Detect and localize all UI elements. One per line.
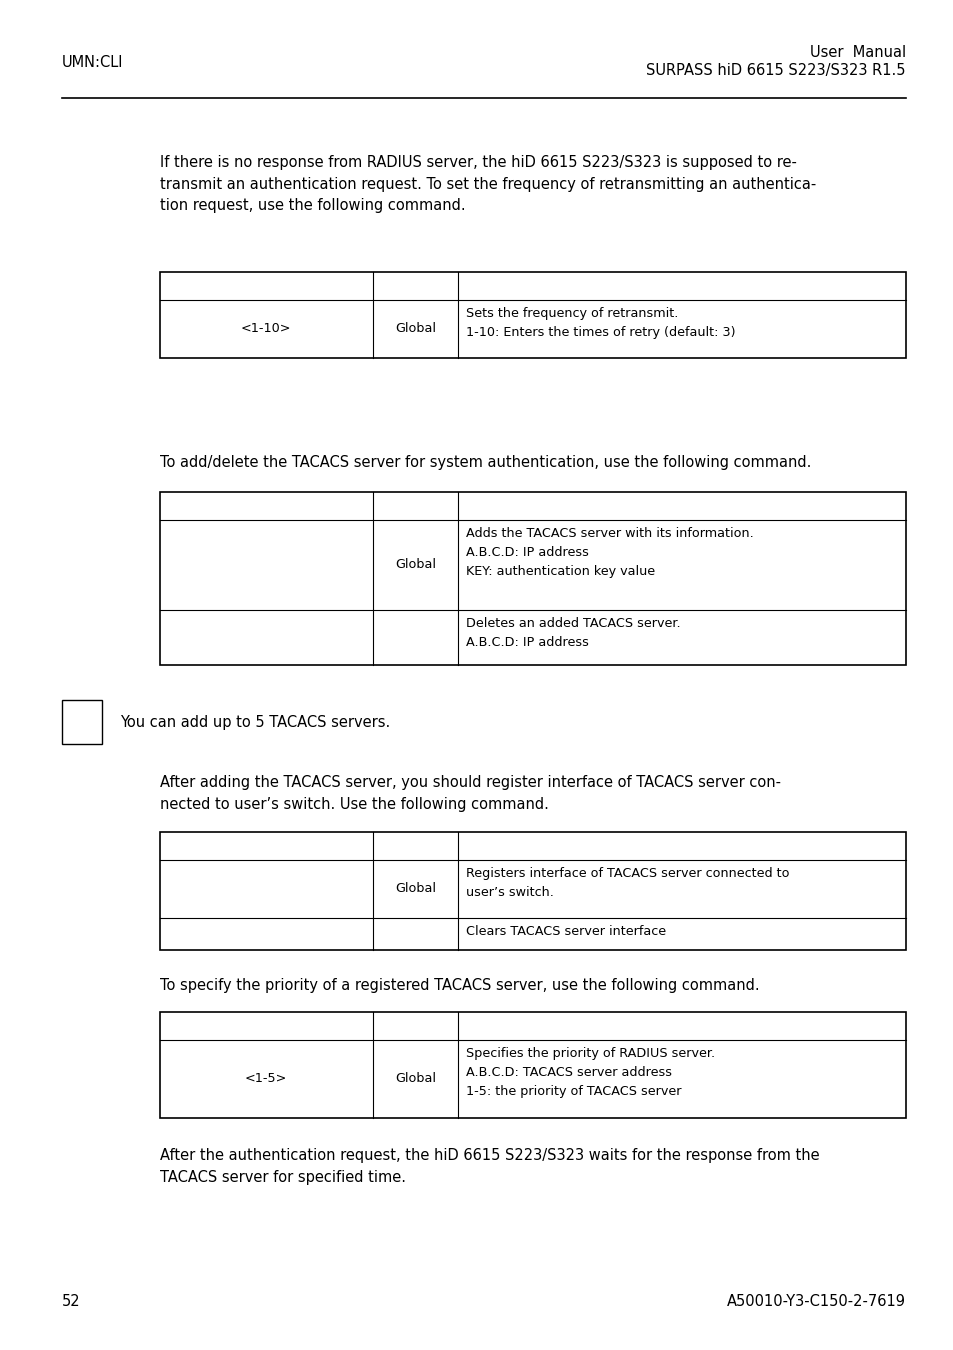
Bar xyxy=(160,491,905,666)
Text: Global: Global xyxy=(395,1072,436,1085)
Text: To specify the priority of a registered TACACS server, use the following command: To specify the priority of a registered … xyxy=(160,977,759,994)
Bar xyxy=(160,832,905,950)
Text: Global: Global xyxy=(395,323,436,336)
Text: User  Manual: User Manual xyxy=(809,45,905,59)
Text: Specifies the priority of RADIUS server.
A.B.C.D: TACACS server address
1-5: the: Specifies the priority of RADIUS server.… xyxy=(466,1048,715,1098)
Text: Adds the TACACS server with its information.
A.B.C.D: IP address
KEY: authentica: Adds the TACACS server with its informat… xyxy=(466,526,754,578)
Text: You can add up to 5 TACACS servers.: You can add up to 5 TACACS servers. xyxy=(120,714,390,729)
Text: A50010-Y3-C150-2-7619: A50010-Y3-C150-2-7619 xyxy=(726,1295,905,1309)
Text: After the authentication request, the hiD 6615 S223/S323 waits for the response : After the authentication request, the hi… xyxy=(160,1148,819,1184)
Text: Global: Global xyxy=(395,559,436,571)
Text: Registers interface of TACACS server connected to
user’s switch.: Registers interface of TACACS server con… xyxy=(466,867,789,899)
Bar xyxy=(160,271,905,358)
Bar xyxy=(62,701,102,744)
Text: 52: 52 xyxy=(62,1295,81,1309)
Text: Clears TACACS server interface: Clears TACACS server interface xyxy=(466,925,666,938)
Text: After adding the TACACS server, you should register interface of TACACS server c: After adding the TACACS server, you shou… xyxy=(160,775,781,811)
Text: Sets the frequency of retransmit.
1-10: Enters the times of retry (default: 3): Sets the frequency of retransmit. 1-10: … xyxy=(466,306,735,339)
Text: Global: Global xyxy=(395,883,436,895)
Bar xyxy=(160,1012,905,1118)
Text: UMN:CLI: UMN:CLI xyxy=(62,55,123,70)
Text: To add/delete the TACACS server for system authentication, use the following com: To add/delete the TACACS server for syst… xyxy=(160,455,810,470)
Text: <1-10>: <1-10> xyxy=(241,323,292,336)
Text: SURPASS hiD 6615 S223/S323 R1.5: SURPASS hiD 6615 S223/S323 R1.5 xyxy=(646,63,905,78)
Text: Deletes an added TACACS server.
A.B.C.D: IP address: Deletes an added TACACS server. A.B.C.D:… xyxy=(466,617,680,649)
Text: <1-5>: <1-5> xyxy=(245,1072,287,1085)
Text: If there is no response from RADIUS server, the hiD 6615 S223/S323 is supposed t: If there is no response from RADIUS serv… xyxy=(160,155,816,213)
